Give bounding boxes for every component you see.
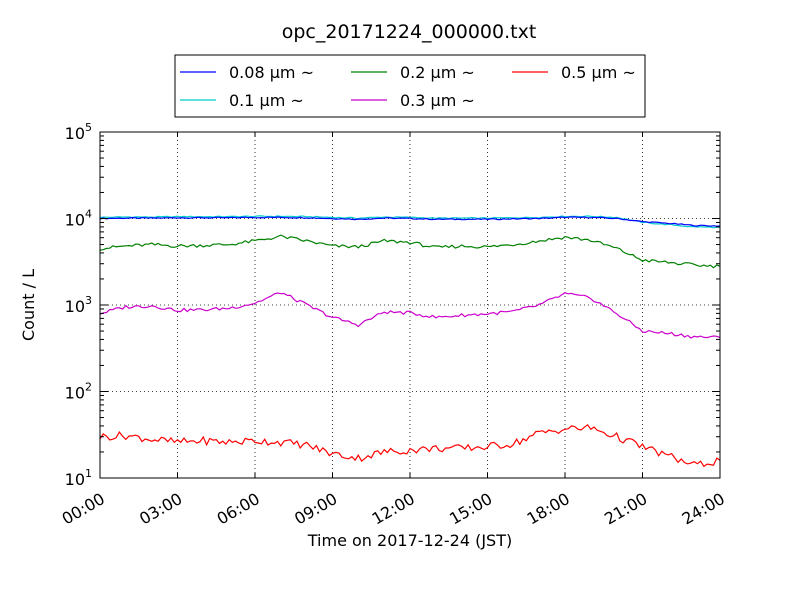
x-tick-label: 12:00 [369,489,418,529]
x-axis-label: Time on 2017-12-24 (JST) [307,531,512,550]
x-tick-label: 18:00 [524,489,573,529]
legend-label: 0.1 μm ~ [229,91,304,110]
x-tick-label: 03:00 [136,489,185,529]
legend-label: 0.5 μm ~ [561,63,636,82]
legend-box [174,54,646,118]
series-lines [99,215,721,468]
y-tick-labels: 101 102 103 104 105 [65,121,92,489]
y-axis-label: Count / L [19,269,38,341]
y-tick-label: 103 [65,294,92,316]
x-tick-label: 21:00 [601,489,650,529]
x-tick-label: 24:00 [679,489,728,529]
y-tick-label: 101 [65,467,92,489]
y-tick-label: 104 [65,208,92,230]
x-tick-label: 00:00 [59,489,108,529]
x-tick-labels: 00:00 03:00 06:00 09:00 12:00 15:00 18:00 21:00… [59,489,728,529]
series-line [99,234,721,269]
y-tick-label: 105 [65,121,92,143]
x-tick-label: 15:00 [446,489,495,529]
series-line [99,423,721,468]
series-line [99,292,721,339]
legend-label: 0.2 μm ~ [400,63,475,82]
chart-title: opc_20171224_000000.txt [282,21,537,43]
x-tick-label: 06:00 [214,489,263,529]
legend-label: 0.08 μm ~ [229,63,314,82]
series-line [99,216,721,227]
axis-ticks [99,131,721,479]
grid-lines [100,132,720,478]
legend: 0.08 μm ~ 0.1 μm ~ 0.2 μm ~ 0.3 μm ~ 0.5 μm … [174,54,646,118]
x-tick-label: 09:00 [291,489,340,529]
y-tick-label: 102 [65,381,92,403]
legend-label: 0.3 μm ~ [400,91,475,110]
